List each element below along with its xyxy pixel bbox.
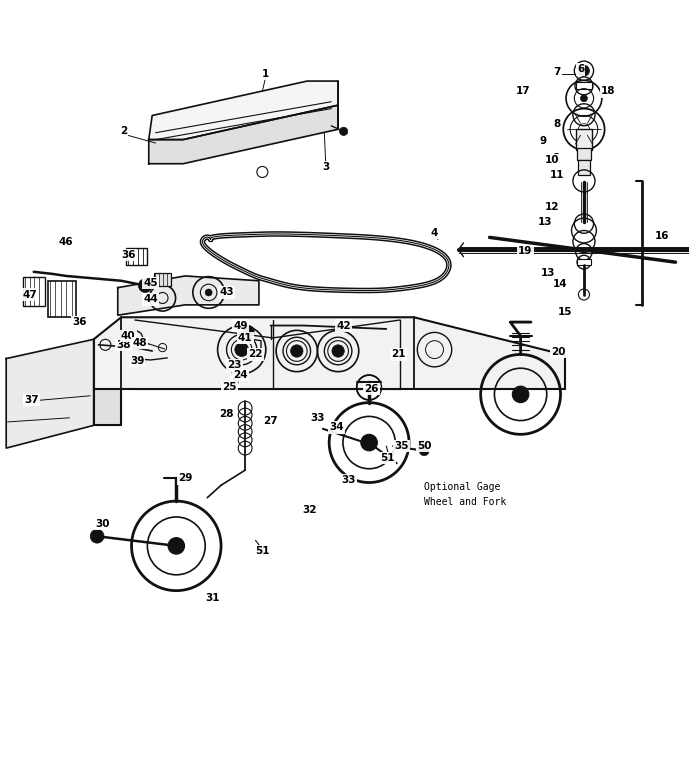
Text: 51: 51 <box>380 453 395 463</box>
Text: 42: 42 <box>336 321 351 330</box>
Bar <box>578 160 590 175</box>
Polygon shape <box>94 317 565 389</box>
Text: 13: 13 <box>538 217 552 227</box>
Circle shape <box>235 343 248 356</box>
Bar <box>23 277 45 306</box>
Circle shape <box>290 345 303 357</box>
Text: 28: 28 <box>219 408 234 418</box>
Bar <box>48 281 77 316</box>
Text: 46: 46 <box>59 236 73 246</box>
Polygon shape <box>149 105 338 164</box>
Circle shape <box>361 434 377 451</box>
Text: 19: 19 <box>518 246 533 257</box>
Text: 10: 10 <box>544 155 559 165</box>
Text: 39: 39 <box>130 356 144 367</box>
Text: 37: 37 <box>24 395 39 405</box>
Bar <box>126 248 147 265</box>
Text: 3: 3 <box>322 162 329 172</box>
Text: 8: 8 <box>553 119 561 129</box>
Text: 6: 6 <box>577 64 584 74</box>
Text: 7: 7 <box>553 67 561 78</box>
Text: 43: 43 <box>219 288 234 298</box>
Text: 21: 21 <box>391 350 406 360</box>
Text: Optional Gage
Wheel and Fork: Optional Gage Wheel and Fork <box>424 482 506 507</box>
Text: 45: 45 <box>144 277 158 288</box>
Circle shape <box>513 386 529 403</box>
Circle shape <box>578 65 589 76</box>
Text: 50: 50 <box>417 441 431 451</box>
Text: 12: 12 <box>544 202 559 212</box>
Text: 11: 11 <box>550 170 564 181</box>
Text: 48: 48 <box>132 338 147 348</box>
Bar <box>154 274 171 285</box>
Bar <box>577 260 591 265</box>
Text: 23: 23 <box>228 360 242 370</box>
Text: 1: 1 <box>262 69 269 79</box>
Polygon shape <box>94 389 121 425</box>
Circle shape <box>139 279 152 292</box>
Polygon shape <box>118 276 259 315</box>
Text: 15: 15 <box>558 307 573 317</box>
Text: 27: 27 <box>264 415 278 425</box>
Text: 35: 35 <box>394 441 408 451</box>
Circle shape <box>243 326 254 336</box>
Polygon shape <box>149 81 338 140</box>
Bar <box>575 129 592 150</box>
Circle shape <box>339 127 348 136</box>
Text: 36: 36 <box>121 250 135 260</box>
Circle shape <box>580 95 587 102</box>
Text: 16: 16 <box>655 231 669 241</box>
Text: 33: 33 <box>310 414 325 423</box>
Bar <box>577 148 591 160</box>
Text: 29: 29 <box>178 474 193 484</box>
Circle shape <box>90 529 104 543</box>
Text: 17: 17 <box>515 86 530 96</box>
Text: 5: 5 <box>231 377 239 387</box>
Text: 8: 8 <box>552 153 560 164</box>
Text: 34: 34 <box>329 422 344 432</box>
Text: 32: 32 <box>302 505 317 515</box>
Text: 14: 14 <box>553 279 567 289</box>
Text: 24: 24 <box>233 370 248 380</box>
Text: 31: 31 <box>206 593 220 602</box>
Text: 13: 13 <box>541 268 555 278</box>
Circle shape <box>205 289 212 296</box>
Text: 18: 18 <box>601 86 615 96</box>
Circle shape <box>168 538 184 554</box>
Text: 36: 36 <box>72 317 87 327</box>
Text: 41: 41 <box>238 333 253 343</box>
Circle shape <box>332 345 344 357</box>
Circle shape <box>420 446 429 456</box>
Text: 33: 33 <box>341 475 355 485</box>
Text: 47: 47 <box>22 290 37 299</box>
Text: 20: 20 <box>551 346 566 356</box>
Text: 25: 25 <box>222 383 237 392</box>
Text: 26: 26 <box>364 384 378 394</box>
Text: 22: 22 <box>248 350 263 360</box>
Text: 9: 9 <box>540 136 547 146</box>
Text: 38: 38 <box>116 339 130 350</box>
Text: 40: 40 <box>121 331 135 341</box>
Polygon shape <box>6 339 94 448</box>
Text: 30: 30 <box>95 518 110 529</box>
Text: 4: 4 <box>431 228 438 238</box>
Text: 2: 2 <box>119 126 127 136</box>
Text: 44: 44 <box>144 294 158 305</box>
Text: 49: 49 <box>233 321 248 330</box>
Text: 51: 51 <box>255 546 270 556</box>
Bar <box>575 81 592 88</box>
